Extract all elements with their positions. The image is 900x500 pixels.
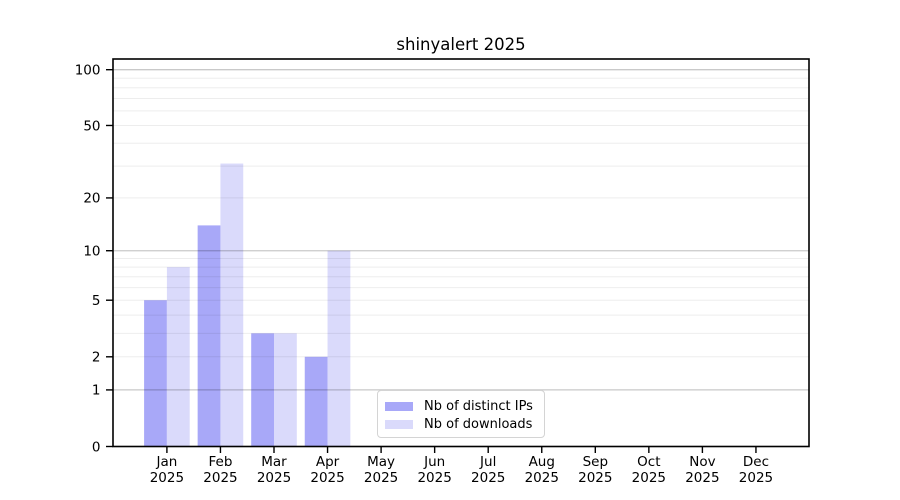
- x-tick-label-year: 2025: [471, 470, 505, 486]
- y-tick-label: 0: [92, 439, 101, 455]
- x-tick-label-month: Feb: [208, 454, 232, 470]
- x-tick-label-year: 2025: [632, 470, 666, 486]
- legend-swatch-distinct-ips: [385, 401, 413, 411]
- y-tick-label: 100: [75, 62, 101, 78]
- y-tick-label: 10: [83, 244, 100, 260]
- y-tick-label: 20: [83, 191, 100, 207]
- y-tick-label: 1: [92, 383, 101, 399]
- bar-distinct-ips-apr: [304, 356, 328, 447]
- bar-downloads-jan: [166, 267, 190, 447]
- bar-downloads-feb: [220, 163, 244, 447]
- x-tick-label-month: Nov: [689, 454, 715, 470]
- bar-downloads-apr: [327, 250, 351, 447]
- y-tick-label: 5: [92, 293, 101, 309]
- bar-downloads-mar: [274, 333, 297, 447]
- x-tick-label-month: Oct: [637, 454, 660, 470]
- x-tick-label-year: 2025: [150, 470, 184, 486]
- x-tick-label-year: 2025: [364, 470, 398, 486]
- x-tick-label-year: 2025: [739, 470, 773, 486]
- bar-distinct-ips-mar: [251, 333, 274, 447]
- y-tick-label: 50: [83, 118, 100, 134]
- x-tick-label-month: Apr: [316, 454, 340, 470]
- legend-label-distinct-ips: Nb of distinct IPs: [424, 398, 533, 414]
- x-tick-label-year: 2025: [310, 470, 344, 486]
- x-tick-label-year: 2025: [578, 470, 612, 486]
- x-tick-label-month: Jun: [423, 454, 445, 470]
- legend-label-downloads: Nb of downloads: [424, 416, 533, 432]
- bar-distinct-ips-jan: [144, 300, 167, 447]
- x-tick-label-year: 2025: [685, 470, 719, 486]
- legend: Nb of distinct IPs Nb of downloads: [377, 390, 545, 438]
- y-tick-label: 2: [92, 350, 101, 366]
- x-tick-label-month: Dec: [743, 454, 769, 470]
- legend-swatch-downloads: [385, 419, 413, 429]
- x-tick-label-year: 2025: [203, 470, 237, 486]
- legend-item-distinct-ips: Nb of distinct IPs: [385, 397, 544, 415]
- chart-title: shinyalert 2025: [396, 35, 526, 54]
- bar-distinct-ips-feb: [197, 225, 221, 447]
- legend-item-downloads: Nb of downloads: [385, 415, 544, 433]
- x-tick-label-month: Mar: [261, 454, 287, 470]
- x-tick-label-month: Aug: [529, 454, 555, 470]
- x-tick-label-year: 2025: [417, 470, 451, 486]
- x-tick-label-month: Jan: [155, 454, 177, 470]
- x-tick-label-year: 2025: [525, 470, 559, 486]
- x-tick-label-month: Jul: [479, 454, 496, 470]
- x-tick-label-month: May: [367, 454, 395, 470]
- x-tick-label-month: Sep: [583, 454, 608, 470]
- plot-border: [112, 58, 810, 448]
- x-tick-label-year: 2025: [257, 470, 291, 486]
